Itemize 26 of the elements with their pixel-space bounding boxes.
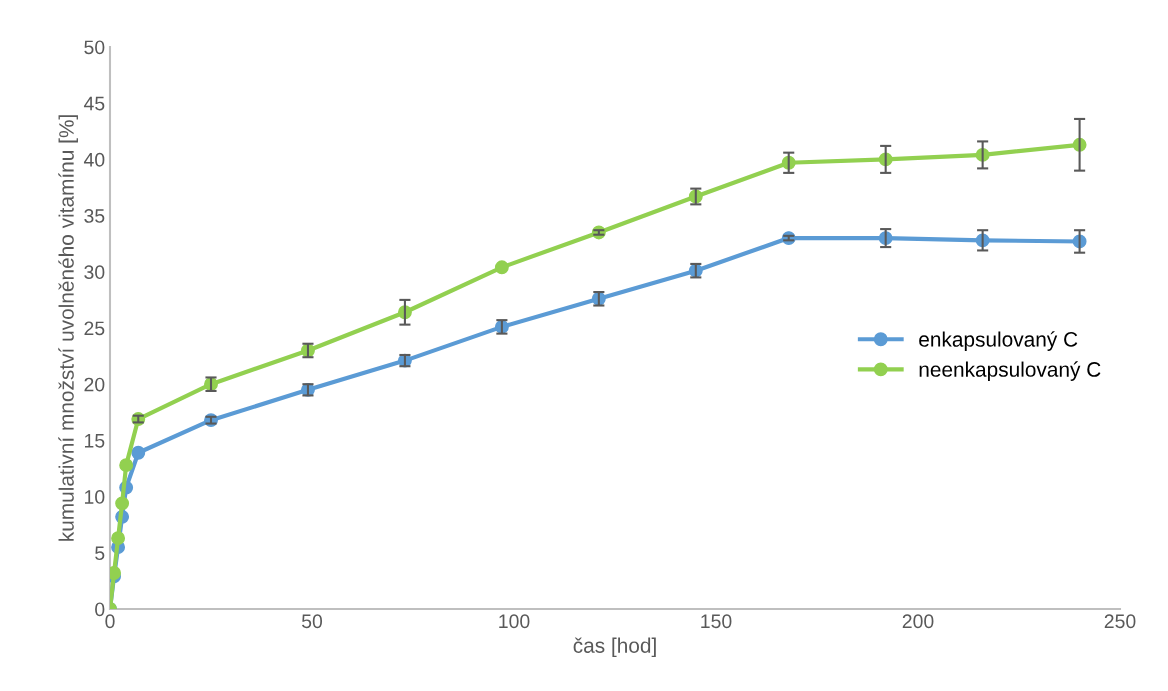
y-tick-label: 35 xyxy=(84,209,105,223)
y-tick-label: 0 xyxy=(95,602,105,617)
legend-label: enkapsulovaný C xyxy=(919,331,1078,351)
y-tick-label: 40 xyxy=(83,152,105,167)
x-tick-label: 0 xyxy=(105,614,115,629)
y-axis-title: kumulativní množství uvolněného vitamínu [%] xyxy=(58,115,78,541)
point xyxy=(111,531,126,546)
y-tick-label: 10 xyxy=(85,490,105,504)
point xyxy=(119,458,134,473)
y-tick-label: 50 xyxy=(84,40,105,55)
y-tick-label: 20 xyxy=(84,377,105,392)
y-tick-label: 30 xyxy=(84,265,105,280)
point xyxy=(494,260,509,275)
x-tick-label: 50 xyxy=(301,614,323,629)
x-tick-label: 100 xyxy=(499,614,530,629)
legend-label: neenkapsulovaný C xyxy=(919,361,1101,381)
point xyxy=(131,445,146,460)
y-tick-label: 25 xyxy=(84,321,105,336)
point xyxy=(115,496,130,511)
x-tick-label: 250 xyxy=(1104,614,1136,629)
y-tick-label: 5 xyxy=(95,546,105,561)
x-axis-title: čas [hod] xyxy=(573,637,656,658)
y-tick-label: 45 xyxy=(83,96,105,111)
x-tick-label: 200 xyxy=(902,614,934,629)
x-tick-label: 150 xyxy=(701,614,732,629)
y-tick-label: 15 xyxy=(85,434,105,448)
